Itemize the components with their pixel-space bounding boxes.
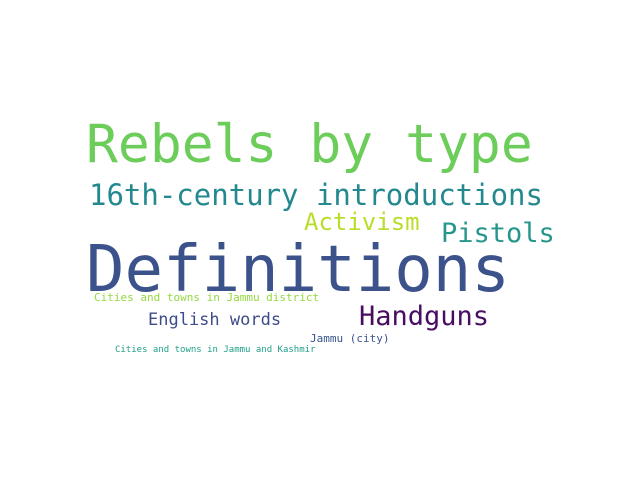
word-pistols: Pistols — [441, 218, 555, 249]
word-activism: Activism — [304, 208, 420, 236]
word-definitions: Definitions — [86, 233, 510, 307]
word-handguns: Handguns — [359, 301, 490, 332]
word-english-words: English words — [148, 310, 282, 330]
word-16th-century-introductions: 16th-century introductions — [89, 178, 543, 212]
word-jammu-city: Jammu (city) — [310, 332, 390, 345]
word-cities-jammu-district: Cities and towns in Jammu district — [94, 291, 320, 304]
word-rebels-by-type: Rebels by type — [86, 114, 533, 175]
word-cities-jammu-kashmir: Cities and towns in Jammu and Kashmir — [115, 345, 316, 355]
